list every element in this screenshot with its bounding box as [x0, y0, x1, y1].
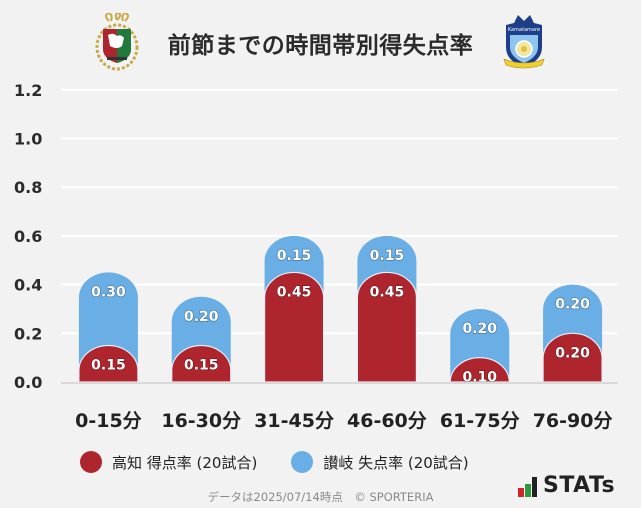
legend: 高知 得点率 (20試合) 讃岐 失点率 (20試合): [80, 450, 495, 474]
y-tick-label: 1.0: [14, 130, 42, 149]
bar-value-label: 0.15: [277, 248, 312, 264]
bar-home-segment[interactable]: [171, 344, 232, 383]
chart-title: 前節までの時間帯別得失点率: [167, 33, 474, 59]
bar-value-label: 0.20: [555, 345, 590, 361]
legend-swatch-home: [80, 451, 102, 473]
y-tick-label: 0.2: [14, 324, 42, 343]
bar-home-segment[interactable]: [356, 271, 418, 383]
legend-label-away: 讃岐 失点率 (20試合): [323, 453, 469, 472]
y-tick-label: 0.6: [14, 227, 42, 246]
x-tick-label: 16-30分: [161, 410, 241, 432]
bar-value-label: 0.20: [462, 321, 497, 337]
y-tick-label: 1.2: [14, 81, 42, 100]
bar-value-label: 0.45: [277, 284, 312, 300]
away-team-crest-icon: Kamatamare: [503, 15, 545, 69]
bar-home-segment[interactable]: [78, 344, 139, 383]
svg-text:Kamatamare: Kamatamare: [508, 27, 540, 33]
bar-value-label: 0.20: [555, 297, 590, 313]
bar-value-label: 0.15: [91, 357, 126, 373]
y-tick-label: 0.8: [14, 178, 42, 197]
legend-item-away[interactable]: 讃岐 失点率 (20試合): [291, 451, 469, 473]
data-date-note: データは2025/07/14時点 © SPORTERIA: [207, 490, 434, 504]
x-tick-label: 46-60分: [347, 410, 427, 432]
bar-value-label: 0.15: [370, 248, 405, 264]
stats-brand-text: STATs: [543, 473, 616, 498]
bar-value-label: 0.15: [184, 357, 219, 373]
x-tick-label: 0-15分: [75, 410, 142, 432]
y-tick-label: 0.0: [14, 373, 42, 392]
bar-home-segment[interactable]: [449, 357, 510, 383]
x-tick-label: 76-90分: [533, 410, 613, 432]
bar-value-label: 0.20: [184, 309, 219, 325]
bar-value-label: 0.10: [462, 370, 497, 386]
bar-value-label: 0.45: [370, 284, 405, 300]
bar-chart-icon: [518, 477, 538, 497]
bar-home-segment[interactable]: [542, 332, 603, 383]
legend-item-home[interactable]: 高知 得点率 (20試合): [80, 451, 257, 473]
x-tick-label: 61-75分: [440, 410, 520, 432]
home-team-crest-icon: [95, 13, 139, 71]
stacked-bar-chart: 0.0 0.2 0.4 0.6 0.8 1.0 1.2 0.30 0.15 0-15分 0.20 0.…: [14, 81, 618, 432]
legend-label-home: 高知 得点率 (20試合): [112, 453, 258, 472]
stats-brand-logo: STATs: [518, 475, 615, 497]
bar-value-label: 0.30: [91, 284, 126, 300]
x-tick-label: 31-45分: [254, 410, 334, 432]
y-tick-label: 0.4: [14, 276, 42, 295]
legend-swatch-away: [291, 451, 314, 473]
bar-home-segment[interactable]: [263, 271, 325, 383]
